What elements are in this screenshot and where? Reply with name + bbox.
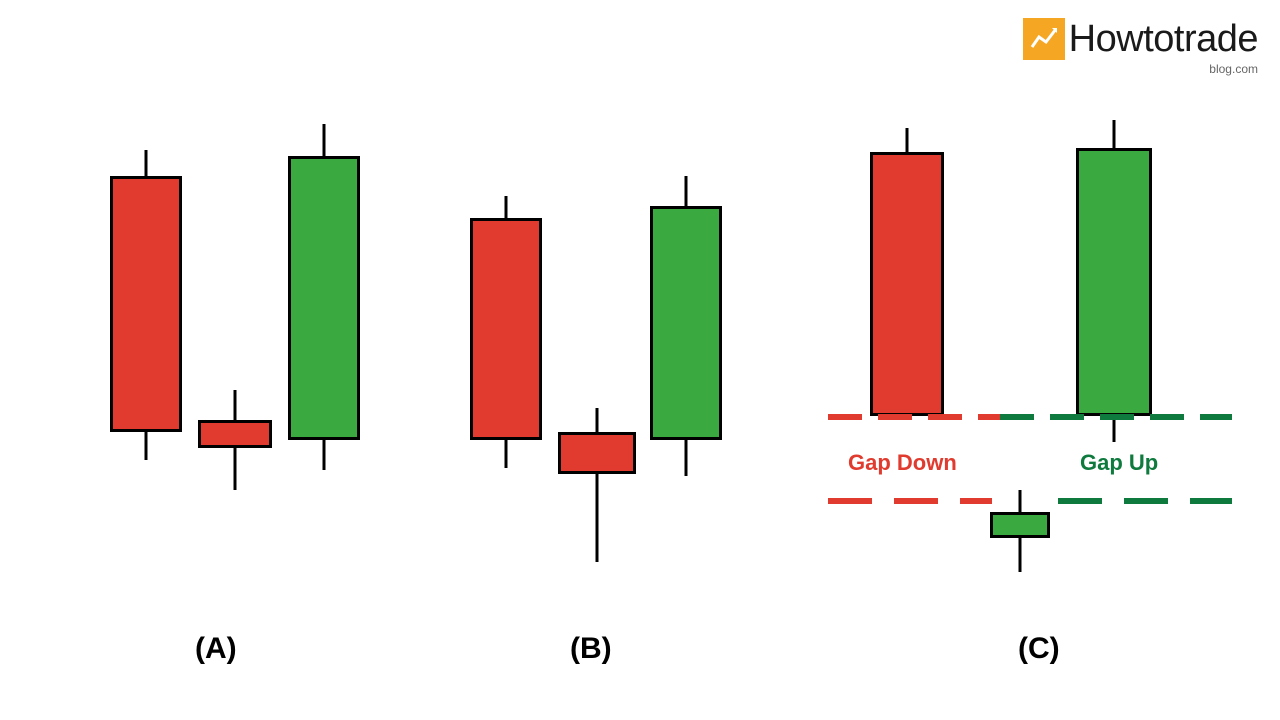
- candle-wick-top: [596, 408, 599, 432]
- gap-dash: [1100, 414, 1134, 420]
- candle-wick-top: [906, 128, 909, 152]
- candle: [288, 0, 360, 720]
- candle: [870, 0, 944, 720]
- candle: [990, 0, 1050, 720]
- candle-wick-bottom: [323, 440, 326, 470]
- candle-body: [470, 218, 542, 440]
- gap-dash: [1050, 414, 1084, 420]
- gap-dash: [828, 414, 862, 420]
- candle-wick-top: [323, 124, 326, 156]
- gap-dash: [960, 498, 992, 504]
- gap-up-label: Gap Up: [1080, 450, 1158, 476]
- candle-body: [1076, 148, 1152, 416]
- candle-wick-bottom: [505, 440, 508, 468]
- candle-wick-top: [145, 150, 148, 176]
- candle: [110, 0, 182, 720]
- gap-dash: [978, 414, 1000, 420]
- candle-body: [870, 152, 944, 416]
- gap-dash: [1058, 498, 1102, 504]
- candle: [1076, 0, 1152, 720]
- candle-body: [288, 156, 360, 440]
- candle-wick-top: [1019, 490, 1022, 512]
- gap-down-label: Gap Down: [848, 450, 957, 476]
- candle: [650, 0, 722, 720]
- panel-label: (A): [195, 632, 237, 666]
- candle-wick-bottom: [234, 448, 237, 490]
- candle-wick-top: [234, 390, 237, 420]
- candle-wick-top: [505, 196, 508, 218]
- candle-body: [198, 420, 272, 448]
- candle: [558, 0, 636, 720]
- candle-body: [650, 206, 722, 440]
- candle-wick-bottom: [1019, 538, 1022, 572]
- panel-label: (B): [570, 632, 612, 666]
- gap-dash: [1190, 498, 1232, 504]
- candle-wick-top: [1113, 120, 1116, 148]
- gap-dash: [894, 498, 938, 504]
- candlestick-diagram: (A) (B) (C) Gap Down Gap Up: [0, 0, 1280, 720]
- candle: [470, 0, 542, 720]
- candle-body: [990, 512, 1050, 538]
- gap-dash: [1150, 414, 1184, 420]
- candle-wick-bottom: [145, 432, 148, 460]
- gap-dash: [828, 498, 872, 504]
- gap-dash: [1000, 414, 1034, 420]
- candle-body: [110, 176, 182, 432]
- candle: [198, 0, 272, 720]
- candle-body: [558, 432, 636, 474]
- gap-dash: [928, 414, 962, 420]
- panel-label: (C): [1018, 632, 1060, 666]
- gap-dash: [878, 414, 912, 420]
- candle-wick-top: [685, 176, 688, 206]
- gap-dash: [1124, 498, 1168, 504]
- candle-wick-bottom: [685, 440, 688, 476]
- gap-dash: [1200, 414, 1232, 420]
- candle-wick-bottom: [596, 474, 599, 562]
